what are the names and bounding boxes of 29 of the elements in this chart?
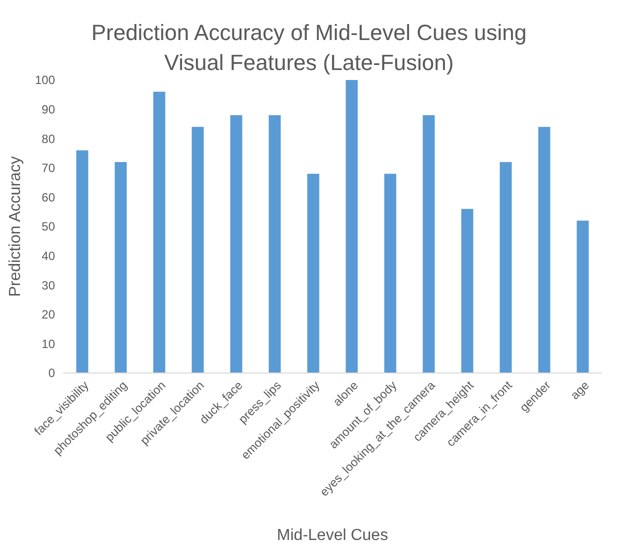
bar (230, 115, 242, 373)
y-tick-label: 30 (42, 278, 56, 292)
y-tick-label: 90 (42, 102, 56, 116)
bar (576, 220, 589, 373)
bar (307, 174, 320, 373)
bar (346, 80, 358, 373)
y-tick-label: 80 (42, 132, 56, 146)
bar (384, 174, 396, 373)
bar (500, 162, 512, 373)
y-tick-label: 0 (48, 366, 56, 380)
bar (76, 150, 88, 373)
bar (153, 92, 166, 373)
y-axis-title: Prediction Accuracy (7, 156, 24, 297)
y-tick-label: 60 (42, 190, 56, 204)
x-tick-label: age (568, 378, 592, 402)
bar (114, 162, 127, 373)
bar (461, 208, 474, 373)
chart-title: Prediction Accuracy of Mid-Level Cues using Visual Features (Late-Fusion) (91, 20, 527, 75)
y-tick-label: 20 (42, 308, 56, 322)
bar (538, 126, 550, 373)
bar (268, 115, 281, 373)
y-tick-label: 10 (42, 336, 56, 351)
bar (422, 115, 435, 373)
bar (192, 126, 204, 373)
y-tick-label: 40 (42, 249, 56, 263)
x-axis-title: Mid-Level Cues (276, 527, 388, 544)
y-tick-label: 50 (42, 220, 56, 234)
y-tick-label: 100 (34, 73, 56, 88)
y-tick-label: 70 (42, 161, 56, 176)
